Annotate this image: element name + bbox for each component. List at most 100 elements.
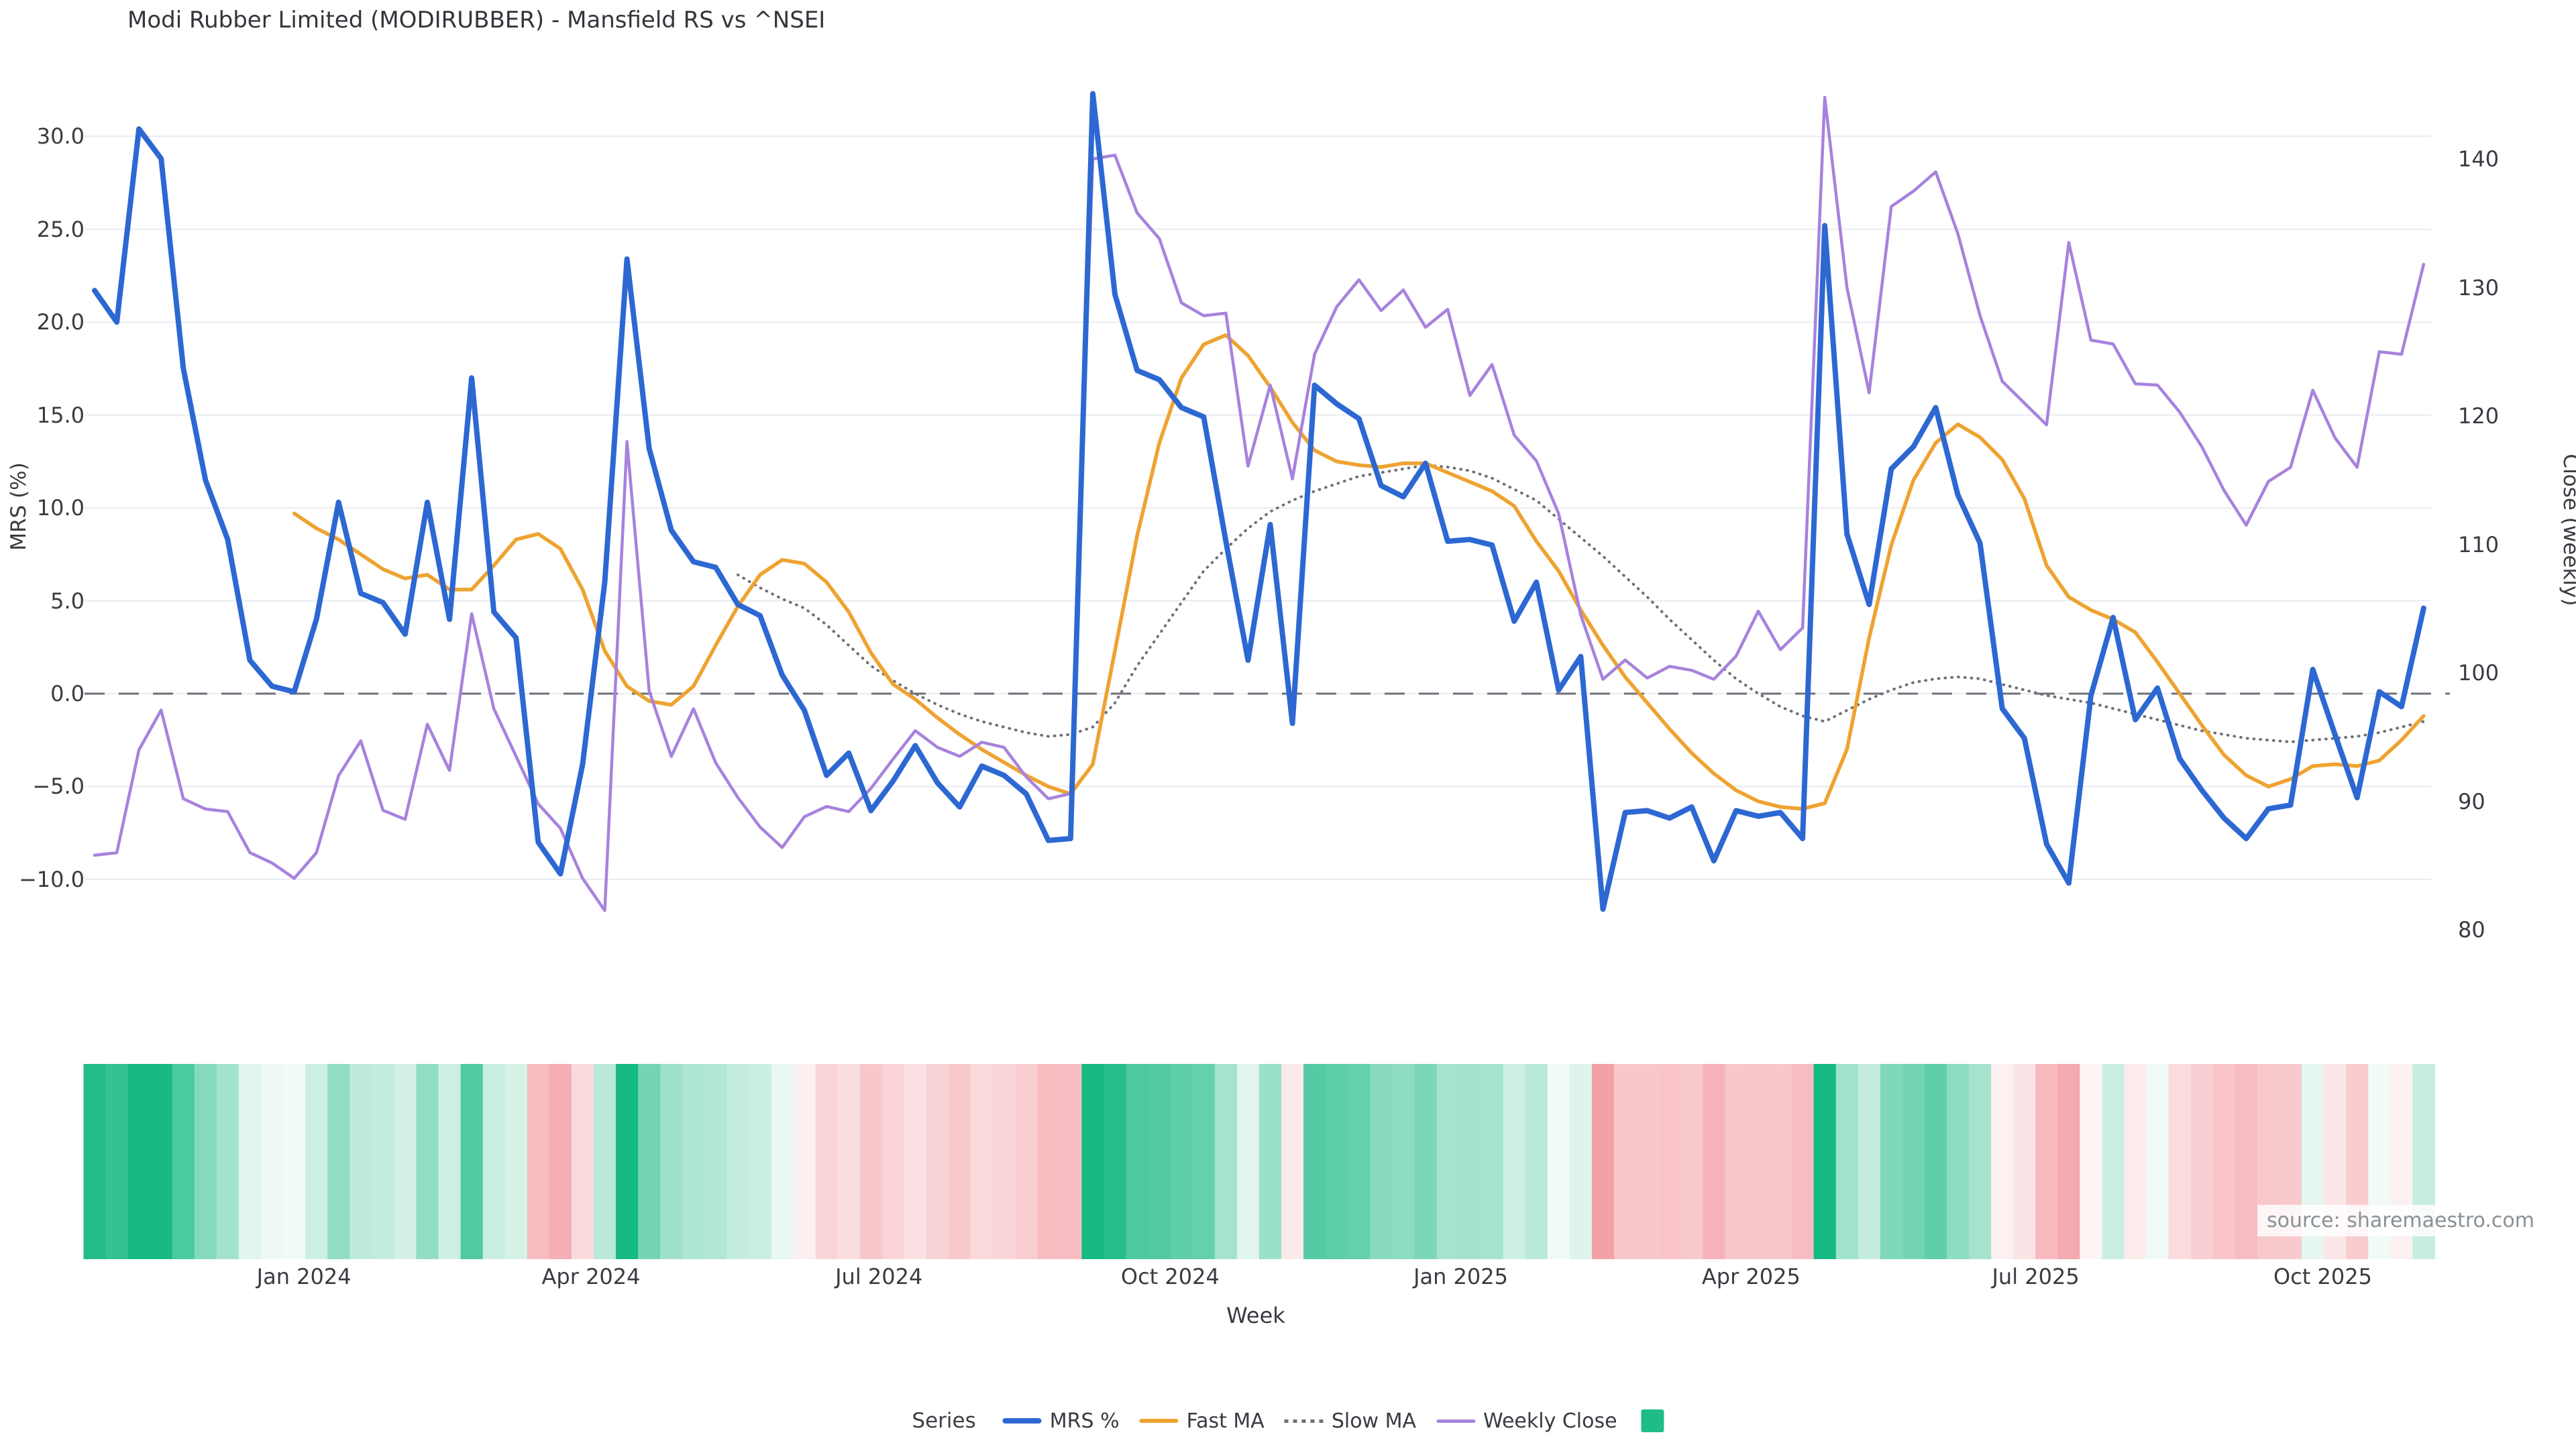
heatmap-week-cell xyxy=(1525,1064,1548,1259)
heatmap-week-cell xyxy=(1458,1064,1482,1259)
heatmap-week-cell xyxy=(1481,1064,1504,1259)
heatmap-week-cell xyxy=(837,1064,861,1259)
heatmap-week-cell xyxy=(1614,1064,1637,1259)
heatmap-week-cell xyxy=(1170,1064,1193,1259)
heatmap-week-cell xyxy=(1104,1064,1127,1259)
heatmap-week-cell xyxy=(1414,1064,1438,1259)
y-left-tick-label: 20.0 xyxy=(36,309,85,335)
y-right-tick-label: 90 xyxy=(2458,788,2485,814)
heatmap-week-cell xyxy=(1370,1064,1393,1259)
legend-swatch-slow-icon xyxy=(1284,1419,1324,1423)
heatmap-week-cell xyxy=(2080,1064,2103,1259)
heatmap-week-cell xyxy=(1725,1064,1748,1259)
y-right-tick-label: 80 xyxy=(2458,917,2485,943)
heatmap-week-cell xyxy=(2124,1064,2147,1259)
x-tick-label: Jul 2025 xyxy=(1992,1264,2080,1289)
legend: Series MRS % Fast MA Slow MA Weekly Close xyxy=(912,1409,1664,1433)
heatmap-week-cell xyxy=(1326,1064,1348,1259)
heatmap-week-cell xyxy=(1924,1064,1947,1259)
heatmap-week-cell xyxy=(2102,1064,2125,1259)
heatmap-week-cell xyxy=(482,1064,506,1259)
weekly-close-line xyxy=(93,95,2426,912)
y-left-tick-label: 15.0 xyxy=(36,402,85,428)
heatmap-week-cell xyxy=(1658,1064,1681,1259)
heatmap-week-cell xyxy=(793,1064,816,1259)
heatmap-week-cell xyxy=(593,1064,616,1259)
heatmap-week-cell xyxy=(238,1064,262,1259)
y-left-tick-label: 10.0 xyxy=(36,495,85,521)
heatmap-week-cell xyxy=(1569,1064,1593,1259)
heatmap-week-cell xyxy=(1015,1064,1038,1259)
heatmap-week-cell xyxy=(438,1064,462,1259)
heatmap-week-cell xyxy=(1148,1064,1171,1259)
heatmap-week-cell xyxy=(2146,1064,2169,1259)
mrs-line xyxy=(92,91,2426,912)
heatmap-week-cell xyxy=(216,1064,239,1259)
heatmap-week-cell xyxy=(1747,1064,1770,1259)
heatmap-week-cell xyxy=(616,1064,639,1259)
heatmap-week-cell xyxy=(372,1064,394,1259)
legend-swatch-close-icon xyxy=(1436,1419,1476,1423)
heatmap-week-cell xyxy=(971,1064,994,1259)
heatmap-week-cell xyxy=(1348,1064,1371,1259)
heatmap-week-cell xyxy=(1126,1064,1149,1259)
y-right-tick-label: 120 xyxy=(2458,403,2500,429)
heatmap-week-cell xyxy=(1858,1064,1881,1259)
fast-ma-line xyxy=(292,333,2426,811)
legend-item: Slow MA xyxy=(1284,1409,1417,1433)
y-axis-title-left: MRS (%) xyxy=(7,462,31,551)
heatmap-week-cell xyxy=(1037,1064,1060,1259)
heatmap-week-cell xyxy=(2212,1064,2236,1259)
x-tick-label: Apr 2024 xyxy=(541,1264,641,1289)
heatmap-week-cell xyxy=(1947,1064,1970,1259)
heatmap-week-cell xyxy=(1436,1064,1460,1259)
heatmap-week-cell xyxy=(1703,1064,1725,1259)
heatmap-week-cell xyxy=(305,1064,328,1259)
heatmap-week-cell xyxy=(2057,1064,2081,1259)
heatmap-week-cell xyxy=(260,1064,284,1259)
x-tick-label: Oct 2024 xyxy=(1120,1264,1220,1289)
heatmap-week-cell xyxy=(2013,1064,2036,1259)
heatmap-week-cell xyxy=(1503,1064,1526,1259)
heatmap-week-cell xyxy=(2190,1064,2214,1259)
heatmap-week-cell xyxy=(527,1064,550,1259)
legend-title: Series xyxy=(912,1409,976,1433)
heatmap-week-cell xyxy=(993,1064,1016,1259)
heatmap-week-cell xyxy=(571,1064,594,1259)
heatmap-week-cell xyxy=(283,1064,306,1259)
heatmap-week-cell xyxy=(2168,1064,2192,1259)
legend-item xyxy=(1638,1409,1664,1432)
heatmap-week-cell xyxy=(815,1064,839,1259)
y-left-tick-label: 0.0 xyxy=(50,681,85,706)
heatmap-week-cell xyxy=(1835,1064,1859,1259)
x-tick-label: Apr 2025 xyxy=(1701,1264,1801,1289)
heatmap-week-cell xyxy=(1258,1064,1282,1259)
heatmap-week-cell xyxy=(1236,1064,1260,1259)
heatmap-week-cell xyxy=(749,1064,772,1259)
heatmap-week-cell xyxy=(1081,1064,1105,1259)
legend-swatch-fast-icon xyxy=(1139,1419,1179,1423)
y-right-tick-label: 110 xyxy=(2458,531,2500,557)
y-right-tick-label: 100 xyxy=(2458,660,2500,686)
heatmap-week-cell xyxy=(394,1064,417,1259)
heatmap-week-cell xyxy=(2035,1064,2058,1259)
legend-item-label: Slow MA xyxy=(1331,1409,1417,1433)
heatmap-week-cell xyxy=(1991,1064,2014,1259)
heatmap-week-cell xyxy=(1547,1064,1570,1259)
heatmap-week-cell xyxy=(859,1064,883,1259)
x-tick-label: Jan 2025 xyxy=(1413,1264,1508,1289)
heatmap-week-cell xyxy=(638,1064,661,1259)
x-tick-label: Jul 2024 xyxy=(835,1264,923,1289)
heatmap-week-cell xyxy=(549,1064,572,1259)
heatmap-week-cell xyxy=(460,1064,484,1259)
heatmap-week-cell xyxy=(1813,1064,1837,1259)
chart-title: Modi Rubber Limited (MODIRUBBER) - Mansf… xyxy=(127,7,826,34)
source-watermark: source: sharemaestro.com xyxy=(2257,1205,2544,1236)
heatmap-week-cell xyxy=(1680,1064,1703,1259)
y-left-tick-label: −5.0 xyxy=(32,773,85,800)
legend-items: MRS % Fast MA Slow MA Weekly Close xyxy=(1002,1409,1664,1433)
heatmap-week-cell xyxy=(127,1064,151,1259)
heatmap-week-cell xyxy=(904,1064,927,1259)
heatmap-week-cell xyxy=(704,1064,727,1259)
heatmap-week-cell xyxy=(416,1064,439,1259)
